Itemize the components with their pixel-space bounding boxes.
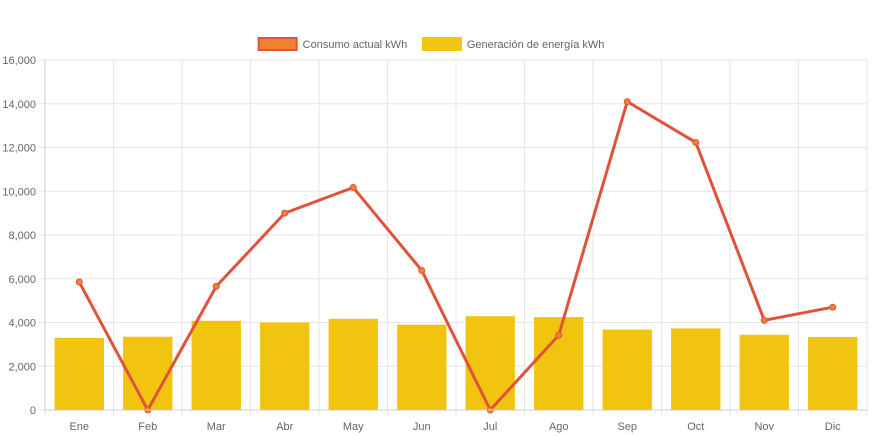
bar-generacion[interactable] xyxy=(739,334,789,410)
grid xyxy=(39,59,868,416)
bar-generacion[interactable] xyxy=(260,322,310,411)
legend-swatch xyxy=(257,37,298,51)
legend-label: Consumo actual kWh xyxy=(303,39,408,51)
line-consumo xyxy=(77,100,834,412)
x-tick-label: Oct xyxy=(687,421,704,433)
legend-swatch xyxy=(421,37,462,51)
bar-generacion[interactable] xyxy=(808,336,858,410)
bar-generacion[interactable] xyxy=(465,316,515,410)
x-tick-label: Dic xyxy=(825,421,841,433)
axes: 0 2,000 4,000 6,000 8,000 10,000 12,000 14,000 1… xyxy=(2,55,867,433)
x-tick-label: Abr xyxy=(276,421,293,433)
x-tick-label: Jun xyxy=(413,421,431,433)
y-tick-label: 10,000 xyxy=(2,186,36,198)
bar-series xyxy=(54,316,858,411)
legend[interactable]: Consumo actual kWh Generación de energía … xyxy=(257,37,605,51)
point-consumo[interactable] xyxy=(760,316,768,324)
y-tick-label: 0 xyxy=(30,405,36,417)
point-consumo[interactable] xyxy=(623,98,631,106)
point-consumo[interactable] xyxy=(692,138,700,146)
point-consumo[interactable] xyxy=(281,209,289,217)
legend-item[interactable]: Generación de energía kWh xyxy=(421,37,605,51)
x-tick-label: Ago xyxy=(549,421,569,433)
line-series xyxy=(75,98,837,414)
point-consumo[interactable] xyxy=(555,331,563,339)
legend-item[interactable]: Consumo actual kWh xyxy=(257,37,408,51)
x-tick-label: Nov xyxy=(754,421,774,433)
point-consumo[interactable] xyxy=(829,303,837,311)
x-tick-label: Sep xyxy=(617,421,637,433)
x-tick-label: Jul xyxy=(483,421,497,433)
x-tick-label: Ene xyxy=(69,421,89,433)
y-tick-label: 2,000 xyxy=(8,361,36,373)
y-tick-label: 4,000 xyxy=(8,318,36,330)
x-tick-label: May xyxy=(343,421,364,433)
point-consumo[interactable] xyxy=(212,282,220,290)
y-tick-label: 6,000 xyxy=(8,274,36,286)
bar-generacion[interactable] xyxy=(123,336,173,410)
x-tick-label: Feb xyxy=(138,421,157,433)
legend-label: Generación de energía kWh xyxy=(467,39,605,51)
bar-generacion[interactable] xyxy=(671,328,721,410)
bar-generacion[interactable] xyxy=(54,337,104,410)
bar-generacion[interactable] xyxy=(191,320,241,410)
point-consumo[interactable] xyxy=(349,184,357,192)
y-tick-label: 14,000 xyxy=(2,99,36,111)
y-tick-label: 12,000 xyxy=(2,143,36,155)
y-tick-label: 16,000 xyxy=(2,55,36,67)
y-tick-label: 8,000 xyxy=(8,230,36,242)
bar-generacion[interactable] xyxy=(602,329,652,411)
bar-generacion[interactable] xyxy=(328,318,378,410)
bar-generacion[interactable] xyxy=(397,324,447,410)
point-consumo[interactable] xyxy=(75,278,83,286)
point-consumo[interactable] xyxy=(418,266,426,274)
x-tick-label: Mar xyxy=(207,421,226,433)
